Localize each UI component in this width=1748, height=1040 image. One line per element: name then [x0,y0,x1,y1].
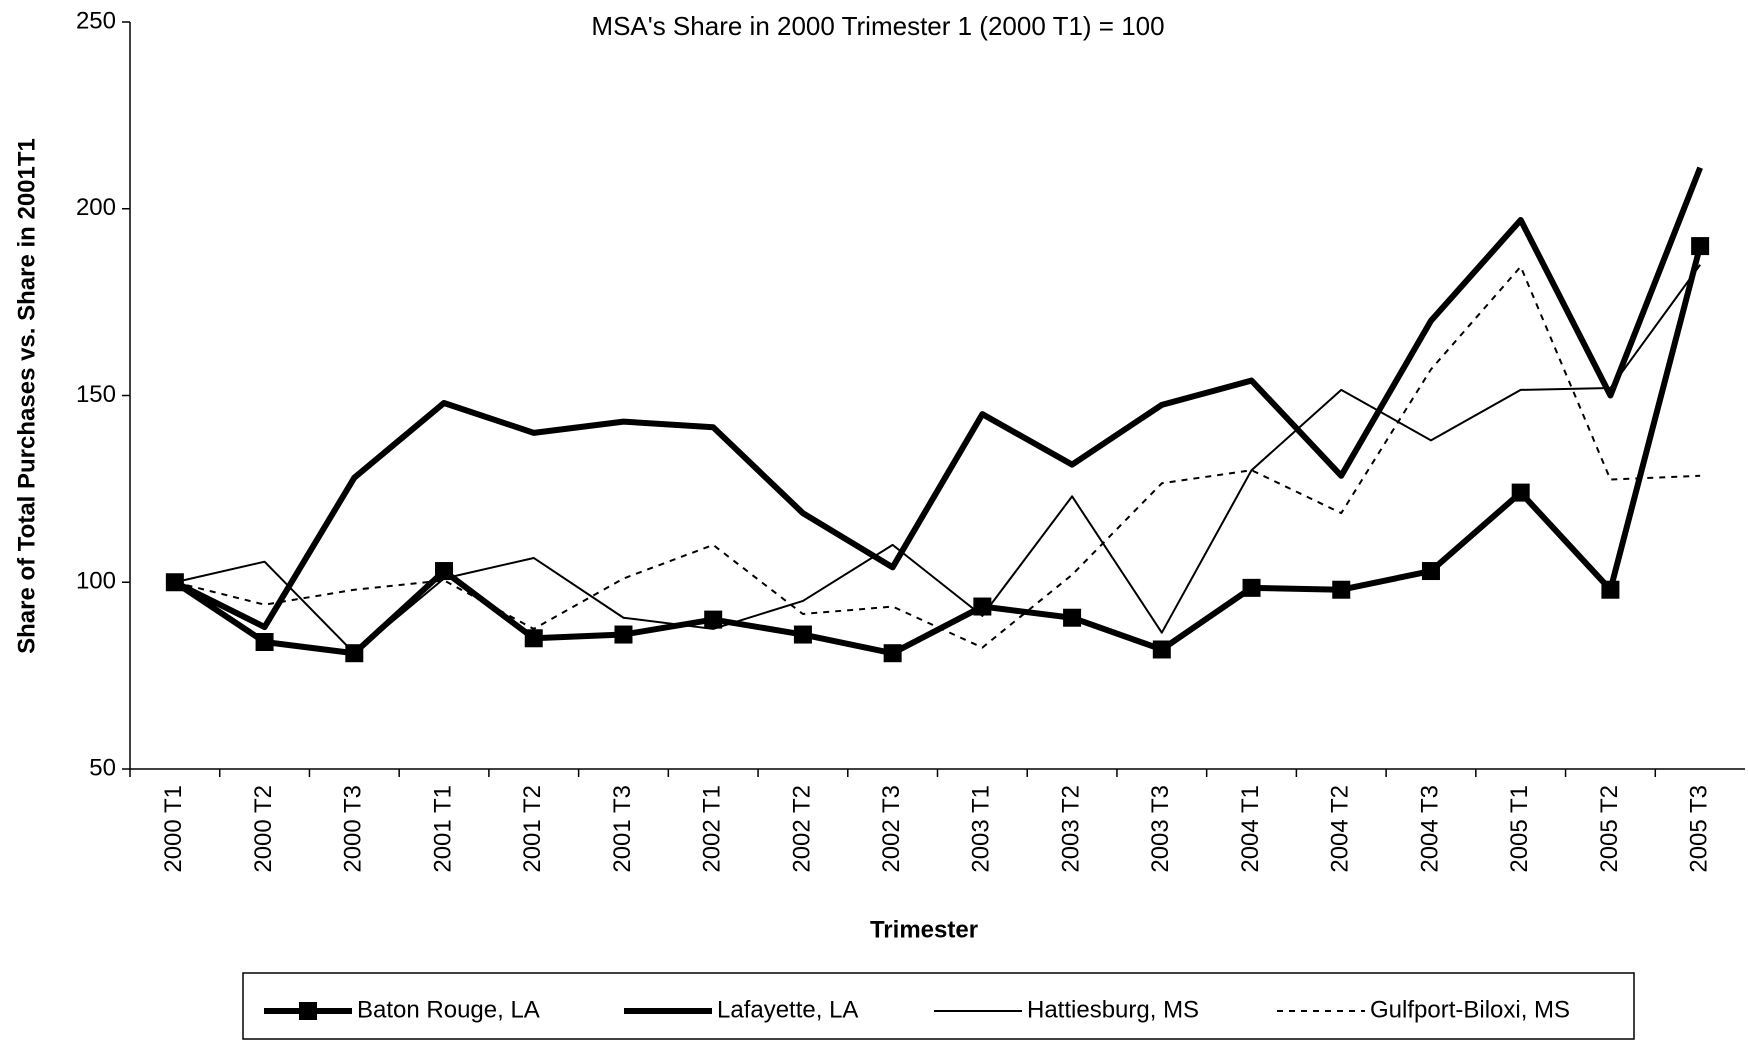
series-line [174,264,1701,655]
marker [614,625,633,644]
series-line [173,245,1704,657]
x-tick-label: 2002 T2 [788,785,815,873]
x-tick-label: 2003 T1 [968,785,995,873]
series-line [174,265,1701,649]
marker [1421,562,1440,581]
x-tick-label: 2000 T3 [340,785,367,873]
y-tick-label: 250 [76,7,116,34]
y-tick-label: 150 [76,381,116,408]
marker [1063,608,1082,627]
marker [255,633,274,652]
x-tick-label: 2005 T3 [1685,785,1712,873]
marker [1511,483,1530,502]
y-tick-label: 200 [76,194,116,221]
marker [524,629,543,648]
marker [704,610,723,629]
marker [883,644,902,663]
x-axis-label: Trimester [870,916,978,943]
x-tick-label: 2005 T2 [1596,785,1623,873]
marker [1601,580,1620,599]
marker [435,562,454,581]
marker [1691,237,1710,256]
marker [1152,640,1171,659]
marker [1242,578,1261,597]
y-tick-label: 50 [89,754,116,781]
legend-label: Hattiesburg, MS [1027,996,1199,1023]
x-tick-label: 2001 T2 [519,785,546,873]
legend-label: Lafayette, LA [717,996,858,1023]
x-tick-label: 2003 T2 [1057,785,1084,873]
x-tick-label: 2001 T3 [609,785,636,873]
x-tick-label: 2005 T1 [1506,785,1533,873]
x-tick-label: 2004 T2 [1327,785,1354,873]
legend-label: Baton Rouge, LA [357,996,540,1023]
marker [165,573,184,592]
marker [345,644,364,663]
x-tick-label: 2003 T3 [1147,785,1174,873]
x-tick-label: 2002 T3 [878,785,905,873]
x-tick-label: 2004 T3 [1416,785,1443,873]
legend-marker [299,1002,317,1020]
x-tick-label: 2000 T2 [250,785,277,873]
y-tick-label: 100 [76,568,116,595]
x-tick-label: 2001 T1 [429,785,456,873]
y-axis-label: Share of Total Purchases vs. Share in 20… [13,138,40,654]
legend-box [242,972,1635,1040]
marker [973,597,992,616]
legend-label: Gulfport-Biloxi, MS [1370,996,1570,1023]
series-line [173,166,1703,631]
x-tick-label: 2002 T1 [699,785,726,873]
x-tick-label: 2004 T1 [1237,785,1264,873]
marker [1332,580,1351,599]
chart-title: MSA's Share in 2000 Trimester 1 (2000 T1… [591,11,1164,41]
x-tick-label: 2000 T1 [160,785,187,873]
marker [793,625,812,644]
